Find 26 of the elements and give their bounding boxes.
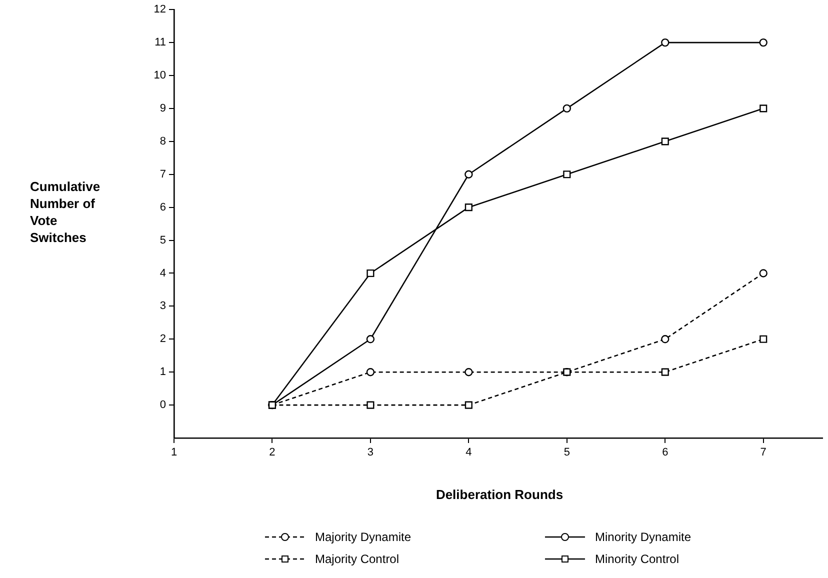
x-tick-label: 4 [466, 446, 472, 459]
x-tick-label: 6 [662, 446, 668, 459]
y-tick-label: 9 [160, 102, 166, 114]
y-tick-label: 5 [160, 234, 166, 246]
y-tick-label: 7 [160, 168, 166, 180]
y-tick-label: 6 [160, 201, 166, 214]
x-tick-label: 2 [269, 446, 276, 459]
legend-label: Minority Control [595, 552, 680, 566]
y-tick-label: 2 [160, 333, 166, 346]
y-tick-label: 11 [154, 36, 166, 49]
y-axis-title: Cumulative Number of Vote Switches [30, 178, 102, 246]
x-tick-label: 7 [760, 446, 766, 459]
legend-label: Majority Dynamite [315, 530, 412, 544]
x-tick-label: 3 [367, 446, 374, 459]
y-tick-label: 12 [154, 4, 166, 16]
legend-label: Minority Dynamite [595, 530, 692, 544]
y-tick-label: 3 [160, 300, 166, 312]
y-tick-label: 8 [160, 135, 166, 148]
x-tick-label: 5 [564, 446, 570, 459]
y-tick-label: 10 [154, 70, 166, 82]
y-tick-label: 0 [160, 399, 166, 412]
x-tick-label: 1 [170, 446, 178, 459]
y-tick-label: 4 [160, 267, 166, 280]
x-axis-title: Deliberation Rounds [434, 487, 564, 502]
legend-label: Majority Control [315, 552, 400, 566]
y-tick-label: 1 [160, 366, 166, 378]
